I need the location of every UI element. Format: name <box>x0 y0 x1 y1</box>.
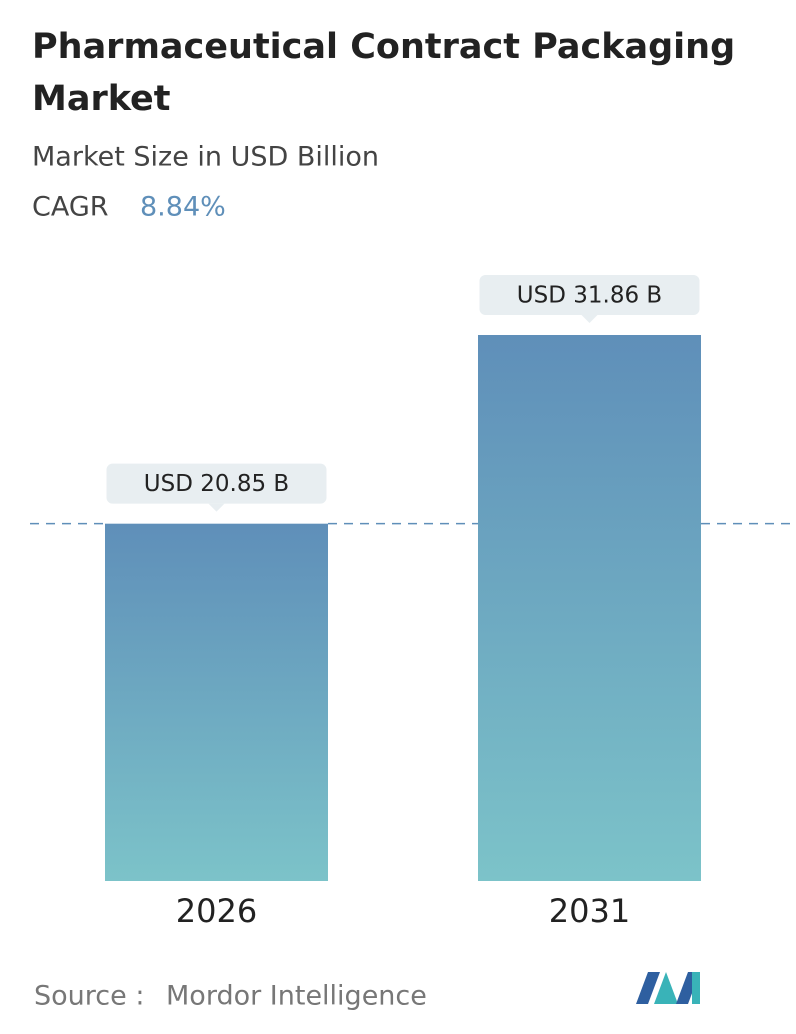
cagr-label: CAGR <box>32 192 109 223</box>
chart-subtitle: Market Size in USD Billion <box>32 142 379 173</box>
value-label-box <box>479 275 700 315</box>
x-tick-label: 2031 <box>549 892 630 930</box>
value-label-box <box>106 463 327 504</box>
chart-title: Pharmaceutical Contract Packaging Market <box>32 27 735 119</box>
value-label-pointer <box>208 503 225 512</box>
source-name: Mordor Intelligence <box>166 981 427 1012</box>
value-label: USD 31.86 B <box>517 283 662 309</box>
value-label: USD 20.85 B <box>144 471 289 497</box>
value-label-pointer <box>581 315 598 323</box>
cagr-value: 8.84% <box>140 192 226 223</box>
bar <box>105 523 328 881</box>
source-label: Source : <box>34 981 144 1012</box>
logo <box>636 972 700 1004</box>
x-tick-label: 2026 <box>176 892 257 930</box>
bar <box>478 335 701 881</box>
